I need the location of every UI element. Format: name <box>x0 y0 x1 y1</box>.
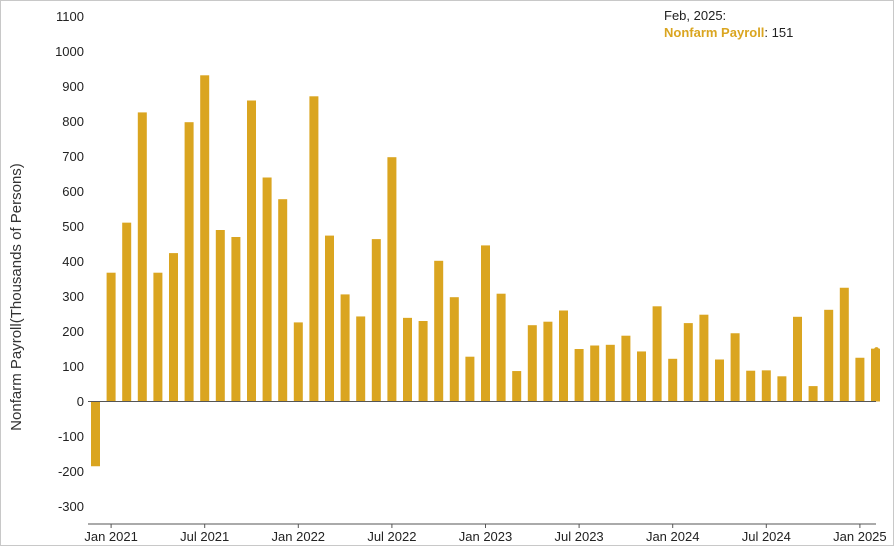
x-tick-label: Jul 2021 <box>180 529 229 544</box>
bar-2022-09[interactable] <box>418 321 428 402</box>
bar-series[interactable] <box>91 75 880 467</box>
bar-2025-01[interactable] <box>855 357 865 402</box>
y-tick-label: 300 <box>62 289 84 304</box>
bar-2024-04[interactable] <box>715 359 724 402</box>
y-tick-label: 700 <box>62 149 84 164</box>
hover-tooltip: Feb, 2025: Nonfarm Payroll: 151 <box>664 8 793 40</box>
y-tick-label: -300 <box>58 499 84 514</box>
bar-2022-04[interactable] <box>340 294 350 402</box>
bar-2025-02[interactable] <box>871 348 880 402</box>
bar-2021-12[interactable] <box>278 199 288 402</box>
bar-2024-12[interactable] <box>839 287 849 402</box>
bar-2024-10[interactable] <box>808 386 818 402</box>
bar-2022-11[interactable] <box>449 297 459 402</box>
y-tick-label: -100 <box>58 429 84 444</box>
bar-2024-06[interactable] <box>746 370 756 402</box>
bar-2021-05[interactable] <box>169 253 178 402</box>
bar-2022-06[interactable] <box>371 239 381 402</box>
bar-2024-05[interactable] <box>730 333 740 402</box>
y-tick-label: 500 <box>62 219 84 234</box>
bar-2021-06[interactable] <box>184 122 194 402</box>
y-tick-label: -200 <box>58 464 84 479</box>
x-tick-label: Jul 2024 <box>742 529 791 544</box>
bar-2023-04[interactable] <box>527 325 537 402</box>
bar-2021-02[interactable] <box>122 222 132 402</box>
x-tick-label: Jan 2021 <box>84 529 138 544</box>
y-axis-ticks: -300 -200 -100 0 100 200 300 400 500 600 700 800 900… <box>55 9 84 514</box>
bar-2020-12[interactable] <box>91 401 100 467</box>
y-tick-label: 400 <box>62 254 84 269</box>
bar-2023-07[interactable] <box>574 349 584 402</box>
bar-2023-05[interactable] <box>543 321 553 402</box>
bar-2021-03[interactable] <box>137 112 147 402</box>
y-tick-label: 900 <box>62 79 84 94</box>
tooltip-date: Feb, 2025: <box>664 8 726 23</box>
x-tick-label: Jan 2024 <box>646 529 700 544</box>
x-tick-label: Jul 2022 <box>367 529 416 544</box>
bar-2023-06[interactable] <box>559 310 568 402</box>
y-axis-label: Nonfarm Payroll(Thousands of Persons) <box>8 163 25 431</box>
y-tick-label: 600 <box>62 184 84 199</box>
bar-2023-10[interactable] <box>621 335 631 402</box>
bar-2021-08[interactable] <box>215 230 225 402</box>
bar-2023-03[interactable] <box>512 371 522 402</box>
bar-2024-11[interactable] <box>824 309 834 402</box>
y-tick-label: 1100 <box>56 9 84 24</box>
bar-2022-12[interactable] <box>465 356 475 402</box>
tooltip-line: Nonfarm Payroll: 151 <box>664 25 793 40</box>
bar-2021-07[interactable] <box>200 75 210 402</box>
bar-2022-03[interactable] <box>325 235 334 402</box>
hover-marker <box>874 347 879 353</box>
bar-2022-01[interactable] <box>293 322 303 402</box>
y-tick-label: 800 <box>62 114 84 129</box>
bar-2024-09[interactable] <box>793 316 802 402</box>
bar-2022-02[interactable] <box>309 96 319 402</box>
bar-2023-09[interactable] <box>605 344 615 402</box>
bar-2023-02[interactable] <box>496 293 506 402</box>
tooltip-separator: : <box>764 25 771 40</box>
bar-2023-12[interactable] <box>652 306 662 402</box>
x-tick-label: Jan 2023 <box>459 529 513 544</box>
y-tick-label: 200 <box>62 324 84 339</box>
bar-2023-11[interactable] <box>637 351 646 402</box>
bar-2021-10[interactable] <box>247 100 256 402</box>
y-tick-label: 0 <box>77 394 84 409</box>
tooltip-value: 151 <box>772 25 794 40</box>
bar-2024-01[interactable] <box>668 358 678 402</box>
bar-2024-02[interactable] <box>683 323 693 402</box>
bar-2023-01[interactable] <box>481 245 490 402</box>
bar-2022-10[interactable] <box>434 260 444 402</box>
x-axis-ticks: Jan 2021 Jul 2021 Jan 2022 Jul 2022 Jan 2023… <box>84 524 887 544</box>
bar-2021-01[interactable] <box>106 272 116 402</box>
x-tick-label: Jan 2025 <box>833 529 887 544</box>
bar-2024-08[interactable] <box>777 376 787 402</box>
bar-2022-08[interactable] <box>403 317 412 402</box>
bar-2023-08[interactable] <box>590 345 600 402</box>
bar-2021-04[interactable] <box>153 272 163 402</box>
bar-2022-05[interactable] <box>356 316 366 402</box>
bar-2024-07[interactable] <box>761 370 771 402</box>
bar-2021-11[interactable] <box>262 177 272 402</box>
x-tick-label: Jul 2023 <box>555 529 604 544</box>
y-tick-label: 1000 <box>55 44 84 59</box>
bar-2022-07[interactable] <box>387 157 397 402</box>
tooltip-series-name: Nonfarm Payroll <box>664 25 764 40</box>
bar-2021-09[interactable] <box>231 237 241 402</box>
x-tick-label: Jan 2022 <box>272 529 326 544</box>
bar-2024-03[interactable] <box>699 314 709 402</box>
y-tick-label: 100 <box>62 359 84 374</box>
